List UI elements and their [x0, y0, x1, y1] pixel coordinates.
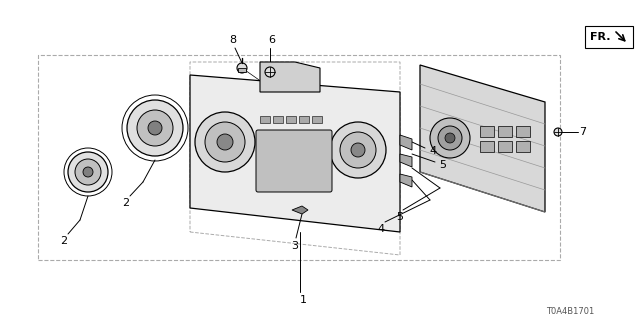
Circle shape: [430, 118, 470, 158]
Polygon shape: [400, 174, 412, 187]
Polygon shape: [420, 65, 545, 212]
Bar: [480, 141, 494, 152]
Circle shape: [127, 100, 183, 156]
Text: 4: 4: [378, 224, 385, 234]
Circle shape: [148, 121, 162, 135]
Circle shape: [438, 126, 462, 150]
Circle shape: [68, 152, 108, 192]
Bar: [299, 116, 309, 123]
Polygon shape: [400, 135, 412, 150]
Circle shape: [217, 134, 233, 150]
Text: T0A4B1701: T0A4B1701: [546, 308, 594, 316]
Bar: [498, 141, 512, 152]
Bar: [286, 116, 296, 123]
Text: 5: 5: [440, 160, 447, 170]
Text: 7: 7: [579, 127, 587, 137]
Text: FR.: FR.: [590, 32, 611, 42]
Circle shape: [445, 133, 455, 143]
Circle shape: [137, 110, 173, 146]
Bar: [238, 68, 246, 72]
Circle shape: [340, 132, 376, 168]
Polygon shape: [292, 206, 308, 214]
Bar: [585, 26, 633, 48]
Bar: [312, 116, 322, 123]
Polygon shape: [400, 154, 412, 167]
Text: 2: 2: [60, 236, 68, 246]
Text: 2: 2: [122, 198, 129, 208]
Text: 5: 5: [397, 212, 403, 222]
Circle shape: [195, 112, 255, 172]
Bar: [516, 141, 530, 152]
Circle shape: [554, 128, 562, 136]
Polygon shape: [260, 62, 320, 92]
Circle shape: [237, 63, 247, 73]
Text: 3: 3: [291, 241, 298, 251]
Circle shape: [205, 122, 245, 162]
Bar: [516, 126, 530, 137]
Circle shape: [265, 67, 275, 77]
Bar: [273, 116, 283, 123]
Text: 1: 1: [300, 295, 307, 305]
Text: 8: 8: [229, 35, 237, 45]
Text: 6: 6: [269, 35, 275, 45]
Circle shape: [83, 167, 93, 177]
Circle shape: [75, 159, 101, 185]
Text: 4: 4: [429, 146, 436, 156]
Bar: [480, 126, 494, 137]
Circle shape: [330, 122, 386, 178]
Bar: [260, 116, 270, 123]
Bar: [498, 126, 512, 137]
Circle shape: [351, 143, 365, 157]
FancyBboxPatch shape: [256, 130, 332, 192]
Polygon shape: [190, 75, 400, 232]
